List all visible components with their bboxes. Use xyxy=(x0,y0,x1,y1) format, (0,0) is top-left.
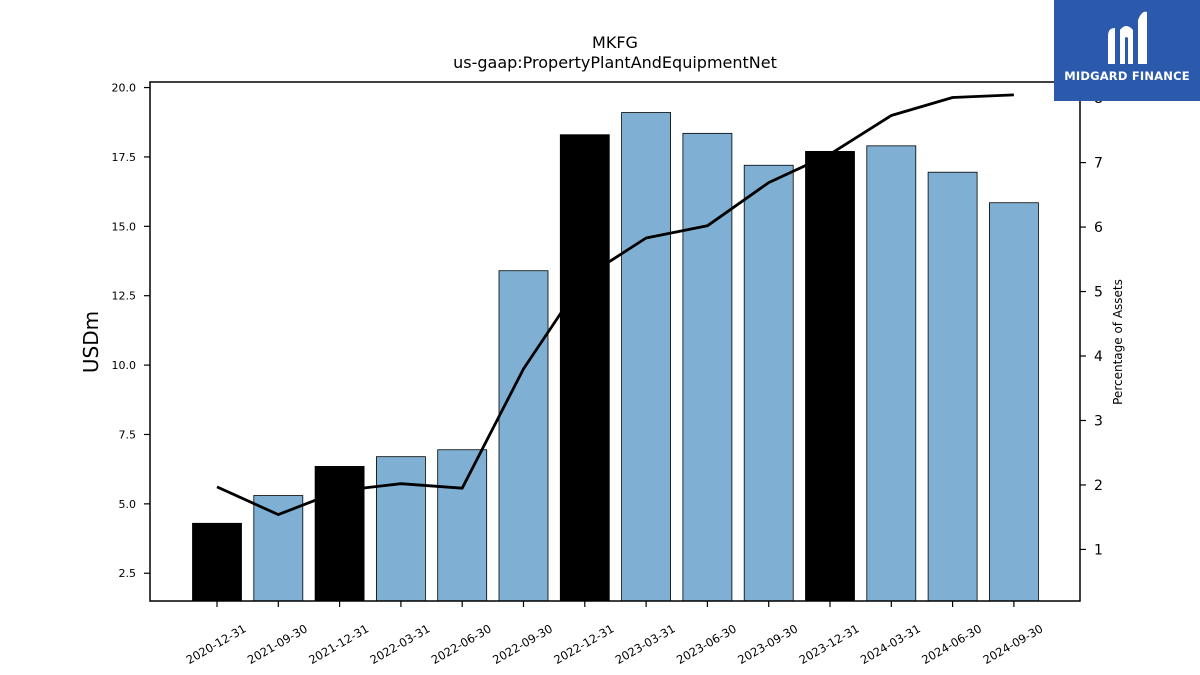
bar xyxy=(989,202,1039,602)
x-tick-label: 2020-12-31 xyxy=(184,621,249,667)
y2-tick-label: 5 xyxy=(1094,285,1103,301)
y-tick-label: 5.0 xyxy=(119,498,137,511)
x-tick-label: 2024-09-30 xyxy=(981,621,1046,667)
bar xyxy=(437,449,488,602)
x-tick-label: 2023-03-31 xyxy=(613,621,678,667)
bar xyxy=(682,132,733,602)
y-tick-label: 17.5 xyxy=(112,151,137,164)
y-tick-label: 2.5 xyxy=(119,567,137,580)
bar xyxy=(375,456,426,602)
y2-axis-label: Percentage of Assets xyxy=(1111,279,1125,405)
y-tick-label: 20.0 xyxy=(112,82,137,95)
bar xyxy=(866,145,917,602)
bar xyxy=(498,270,549,602)
brand-logo xyxy=(1054,0,1200,101)
x-tick-label: 2021-12-31 xyxy=(306,621,371,667)
y2-tick-label: 7 xyxy=(1094,156,1103,172)
x-tick-label: 2022-03-31 xyxy=(368,621,433,667)
bar xyxy=(192,522,242,602)
x-tick-label: 2022-12-31 xyxy=(551,621,616,667)
bar xyxy=(743,164,794,602)
bar xyxy=(253,495,304,602)
x-tick-label: 2022-06-30 xyxy=(429,621,494,667)
y2-tick-label: 4 xyxy=(1094,349,1103,365)
midgard-logo-icon xyxy=(1108,11,1147,64)
x-tick-label: 2022-09-30 xyxy=(490,621,555,667)
x-tick-label: 2023-09-30 xyxy=(735,621,800,667)
x-tick-label: 2021-09-30 xyxy=(245,621,310,667)
bar xyxy=(559,134,610,602)
y2-tick-label: 1 xyxy=(1094,542,1103,558)
bar xyxy=(805,150,855,602)
y-tick-label: 7.5 xyxy=(119,428,137,441)
y2-tick-label: 6 xyxy=(1094,220,1103,236)
x-tick-label: 2023-06-30 xyxy=(674,621,739,667)
x-tick-label: 2024-03-31 xyxy=(858,621,923,667)
x-tick-label: 2023-12-31 xyxy=(797,621,862,667)
y2-tick-label: 2 xyxy=(1094,478,1103,494)
y2-tick-label: 3 xyxy=(1094,413,1103,429)
chart-subtitle: us-gaap:PropertyPlantAndEquipmentNet xyxy=(453,53,777,72)
bar xyxy=(621,112,671,602)
y-tick-label: 15.0 xyxy=(112,220,137,233)
x-tick-label: 2024-06-30 xyxy=(919,621,984,667)
percentage-line xyxy=(216,93,1014,516)
y-tick-label: 10.0 xyxy=(112,359,137,372)
plot-frame xyxy=(149,81,1081,602)
bar xyxy=(927,171,978,602)
y-tick-label: 12.5 xyxy=(112,290,137,303)
bar xyxy=(314,465,365,602)
brand-name: MIDGARD FINANCE xyxy=(1064,69,1190,83)
chart-title: MKFG xyxy=(592,33,638,52)
y-axis-label: USDm xyxy=(79,311,103,373)
